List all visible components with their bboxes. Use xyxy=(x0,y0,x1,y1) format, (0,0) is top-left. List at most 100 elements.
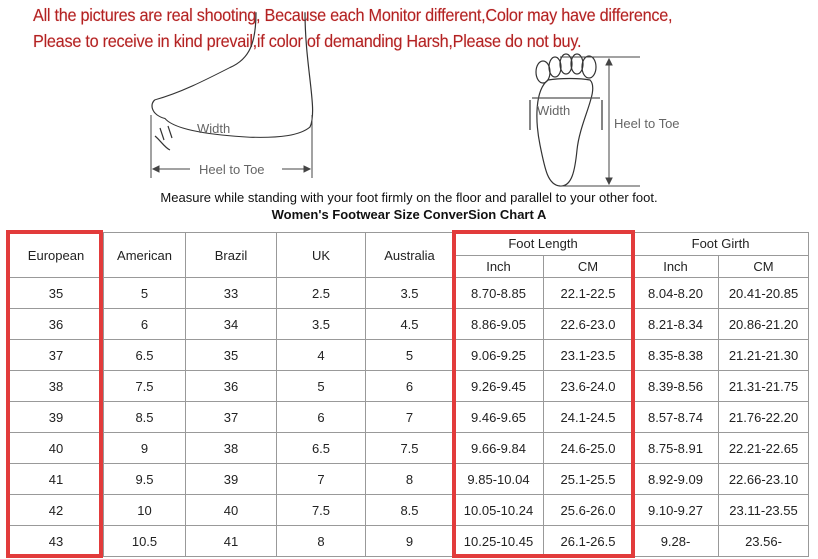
top-width-label: Width xyxy=(537,103,571,118)
header-american: American xyxy=(103,232,186,278)
cell-european: 39 xyxy=(8,401,104,433)
cell-american: 9.5 xyxy=(103,463,186,495)
side-foot-illustration xyxy=(151,12,314,151)
header-length-inch: Inch xyxy=(453,254,544,278)
table-row: 40 9 38 6.5 7.5 9.66-9.84 24.6-25.0 8.75-8.91 22… xyxy=(8,432,810,464)
cell-length-inch: 9.26-9.45 xyxy=(453,370,544,402)
cell-girth-inch: 8.35-8.38 xyxy=(632,339,720,371)
table-row: 43 10.5 41 8 9 10.25-10.45 26.1-26.5 9.28- 23.56… xyxy=(8,525,810,557)
header-uk: UK xyxy=(276,232,366,278)
cell-brazil: 34 xyxy=(185,308,277,340)
side-width-label: Width xyxy=(197,121,231,136)
cell-european: 40 xyxy=(8,432,104,464)
cell-girth-cm: 20.41-20.85 xyxy=(718,277,810,309)
cell-european: 37 xyxy=(8,339,104,371)
cell-american: 7.5 xyxy=(103,370,186,402)
cell-girth-cm: 23.11-23.55 xyxy=(718,494,810,526)
cell-uk: 8 xyxy=(276,525,366,557)
cell-brazil: 35 xyxy=(185,339,277,371)
header-australia: Australia xyxy=(365,232,454,278)
cell-australia: 6 xyxy=(365,370,454,402)
notice-line-2: Please to receive in kind prevail,if col… xyxy=(33,31,582,51)
cell-girth-inch: 8.57-8.74 xyxy=(632,401,720,433)
cell-brazil: 40 xyxy=(185,494,277,526)
cell-uk: 7.5 xyxy=(276,494,366,526)
table-row: 38 7.5 36 5 6 9.26-9.45 23.6-24.0 8.39-8.56 21.3… xyxy=(8,370,810,402)
cell-european: 41 xyxy=(8,463,104,495)
table-row: 37 6.5 35 4 5 9.06-9.25 23.1-23.5 8.35-8.38 21.2… xyxy=(8,339,810,371)
table-row: 39 8.5 37 6 7 9.46-9.65 24.1-24.5 8.57-8.74 21.7… xyxy=(8,401,810,433)
cell-australia: 3.5 xyxy=(365,277,454,309)
table-row: 35 5 33 2.5 3.5 8.70-8.85 22.1-22.5 8.04-8.20 20… xyxy=(8,277,810,309)
cell-european: 35 xyxy=(8,277,104,309)
cell-european: 42 xyxy=(8,494,104,526)
cell-american: 6.5 xyxy=(103,339,186,371)
cell-european: 36 xyxy=(8,308,104,340)
cell-european: 43 xyxy=(8,525,104,557)
cell-length-cm: 26.1-26.5 xyxy=(542,525,634,557)
cell-australia: 4.5 xyxy=(365,308,454,340)
cell-australia: 7 xyxy=(365,401,454,433)
chart-title: Women's Footwear Size ConverSion Chart A xyxy=(271,207,547,222)
cell-length-cm: 23.6-24.0 xyxy=(542,370,634,402)
cell-length-inch: 8.70-8.85 xyxy=(453,277,544,309)
cell-length-cm: 22.6-23.0 xyxy=(542,308,634,340)
cell-european: 38 xyxy=(8,370,104,402)
cell-girth-cm: 22.21-22.65 xyxy=(718,432,810,464)
header-girth-cm: CM xyxy=(718,254,810,278)
cell-american: 6 xyxy=(103,308,186,340)
cell-american: 9 xyxy=(103,432,186,464)
cell-brazil: 36 xyxy=(185,370,277,402)
cell-girth-inch: 8.04-8.20 xyxy=(632,277,720,309)
header-foot-girth: Foot Girth xyxy=(632,232,810,256)
cell-length-inch: 8.86-9.05 xyxy=(453,308,544,340)
table-row: 36 6 34 3.5 4.5 8.86-9.05 22.6-23.0 8.21-8.34 20… xyxy=(8,308,810,340)
cell-length-inch: 10.25-10.45 xyxy=(453,525,544,557)
cell-american: 10 xyxy=(103,494,186,526)
cell-length-cm: 23.1-23.5 xyxy=(542,339,634,371)
cell-uk: 2.5 xyxy=(276,277,366,309)
cell-length-cm: 24.1-24.5 xyxy=(542,401,634,433)
notice-line-1: All the pictures are real shooting, Beca… xyxy=(33,5,673,25)
cell-american: 5 xyxy=(103,277,186,309)
cell-girth-cm: 23.56- xyxy=(718,525,810,557)
cell-australia: 9 xyxy=(365,525,454,557)
cell-girth-inch: 8.39-8.56 xyxy=(632,370,720,402)
side-heel-to-toe-label: Heel to Toe xyxy=(199,162,265,177)
cell-girth-cm: 21.31-21.75 xyxy=(718,370,810,402)
cell-length-cm: 22.1-22.5 xyxy=(542,277,634,309)
cell-girth-inch: 9.10-9.27 xyxy=(632,494,720,526)
cell-girth-cm: 21.21-21.30 xyxy=(718,339,810,371)
cell-girth-cm: 21.76-22.20 xyxy=(718,401,810,433)
cell-uk: 6 xyxy=(276,401,366,433)
size-conversion-table: European American Brazil UK Australia Fo… xyxy=(8,232,810,557)
cell-australia: 7.5 xyxy=(365,432,454,464)
cell-length-cm: 24.6-25.0 xyxy=(542,432,634,464)
cell-australia: 5 xyxy=(365,339,454,371)
cell-girth-cm: 20.86-21.20 xyxy=(718,308,810,340)
cell-girth-inch: 8.75-8.91 xyxy=(632,432,720,464)
cell-australia: 8 xyxy=(365,463,454,495)
cell-australia: 8.5 xyxy=(365,494,454,526)
header-brazil: Brazil xyxy=(185,232,277,278)
cell-uk: 3.5 xyxy=(276,308,366,340)
cell-length-inch: 9.66-9.84 xyxy=(453,432,544,464)
top-foot-illustration xyxy=(529,53,603,187)
header-length-cm: CM xyxy=(542,254,634,278)
foot-measurement-diagram xyxy=(150,12,640,187)
cell-length-inch: 9.06-9.25 xyxy=(453,339,544,371)
cell-brazil: 41 xyxy=(185,525,277,557)
table-row: 41 9.5 39 7 8 9.85-10.04 25.1-25.5 8.92-9.09 22.… xyxy=(8,463,810,495)
side-heel-to-toe-arrow xyxy=(150,115,313,178)
cell-american: 10.5 xyxy=(103,525,186,557)
cell-girth-cm: 22.66-23.10 xyxy=(718,463,810,495)
cell-uk: 4 xyxy=(276,339,366,371)
header-girth-inch: Inch xyxy=(632,254,720,278)
cell-girth-inch: 9.28- xyxy=(632,525,720,557)
cell-girth-inch: 8.92-9.09 xyxy=(632,463,720,495)
cell-length-inch: 10.05-10.24 xyxy=(453,494,544,526)
cell-brazil: 33 xyxy=(185,277,277,309)
top-heel-to-toe-label: Heel to Toe xyxy=(614,116,680,131)
measure-instruction: Measure while standing with your foot fi… xyxy=(160,190,658,205)
cell-length-cm: 25.1-25.5 xyxy=(542,463,634,495)
